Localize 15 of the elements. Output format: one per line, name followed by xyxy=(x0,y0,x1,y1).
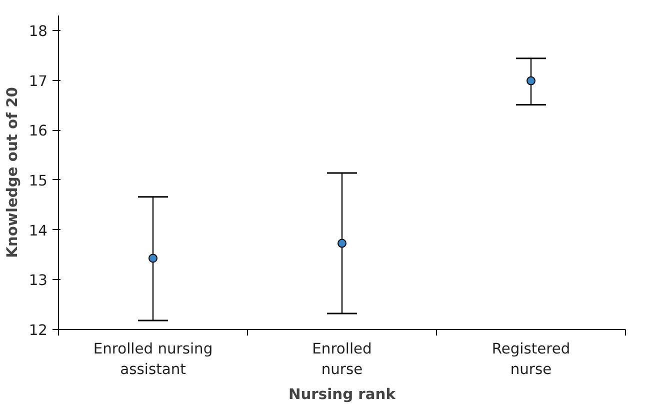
x-tick-label: Registered nurse xyxy=(492,340,570,378)
y-tick-label: 12 xyxy=(28,322,48,339)
y-tick-label: 16 xyxy=(28,122,48,140)
point xyxy=(148,254,158,263)
y-tick-label: 14 xyxy=(28,222,48,240)
y-tick-label: 13 xyxy=(28,272,48,290)
y-tick-label: 15 xyxy=(28,172,48,190)
y-tick-label: 17 xyxy=(28,72,48,90)
x-tick-label: Enrolled nursing assistant xyxy=(93,340,213,378)
y-axis-title: Knowledge out of 20 xyxy=(4,87,21,258)
x-tick-label: Enrolled nurse xyxy=(312,340,372,378)
x-axis-title: Nursing rank xyxy=(288,386,397,403)
y-tick-label: 18 xyxy=(28,22,48,40)
point xyxy=(338,238,346,248)
point xyxy=(526,76,536,86)
